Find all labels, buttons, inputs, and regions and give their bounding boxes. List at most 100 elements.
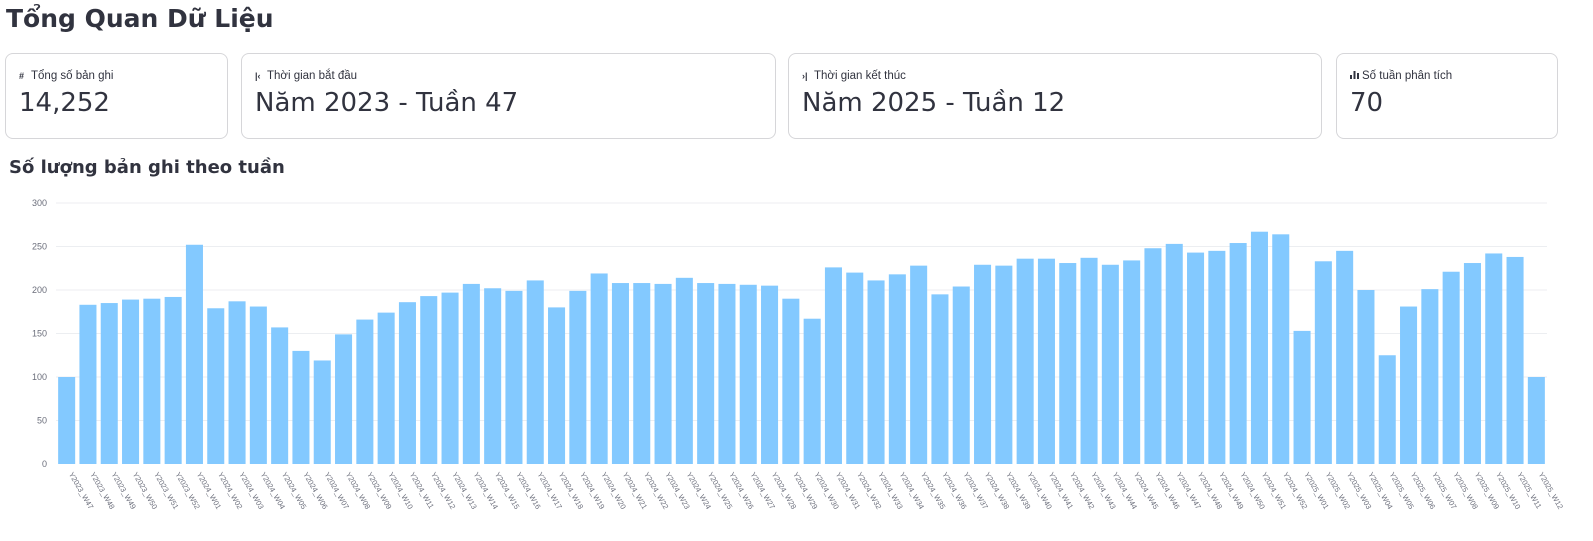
bar-Y2024_W11[interactable] — [398, 302, 416, 464]
bar-Y2024_W48[interactable] — [1187, 252, 1205, 464]
metric-label-end-time: ›| Thời gian kết thúc — [802, 70, 906, 82]
y-tick-label: 250 — [32, 242, 47, 252]
weekly-records-bar-chart: 050100150200250300Y2023_W47Y2023_W48Y202… — [32, 198, 1565, 511]
bar-Y2023_W50[interactable] — [122, 299, 140, 464]
metric-label-text: Thời gian kết thúc — [814, 70, 906, 82]
bar-Y2024_W15[interactable] — [484, 288, 502, 464]
bar-Y2024_W19[interactable] — [569, 290, 587, 464]
bar-Y2024_W23[interactable] — [654, 283, 672, 464]
bar-Y2025_W11[interactable] — [1506, 256, 1524, 464]
bar-Y2024_W03[interactable] — [228, 301, 246, 464]
bar-Y2024_W49[interactable] — [1208, 250, 1226, 464]
bar-Y2025_W12[interactable] — [1527, 377, 1545, 464]
bar-Y2024_W27[interactable] — [739, 284, 757, 464]
hash-icon: # — [19, 71, 25, 81]
bar-Y2024_W50[interactable] — [1229, 243, 1247, 464]
bar-Y2024_W25[interactable] — [697, 283, 715, 464]
bar-Y2024_W32[interactable] — [846, 272, 864, 464]
bar-Y2024_W14[interactable] — [462, 283, 480, 464]
bar-Y2025_W03[interactable] — [1336, 250, 1354, 464]
bar-Y2024_W16[interactable] — [505, 290, 523, 464]
bar-Y2024_W36[interactable] — [931, 294, 949, 464]
bar-Y2025_W02[interactable] — [1314, 261, 1332, 464]
y-tick-label: 200 — [32, 285, 47, 295]
bar-Y2024_W06[interactable] — [292, 350, 310, 464]
metric-value-start-time: Năm 2023 - Tuần 47 — [255, 88, 519, 118]
bar-Y2024_W07[interactable] — [313, 360, 331, 464]
bar-Y2024_W01[interactable] — [185, 244, 203, 464]
bar-Y2024_W39[interactable] — [995, 265, 1013, 464]
metric-label-text: Thời gian bắt đầu — [267, 70, 358, 82]
bar-Y2024_W13[interactable] — [441, 292, 459, 464]
bar-Y2024_W22[interactable] — [633, 283, 651, 464]
metric-label-start-time: |‹ Thời gian bắt đầu — [255, 70, 357, 82]
metric-card-total-records: # Tổng số bản ghi 14,252 — [5, 53, 228, 139]
bar-Y2024_W34[interactable] — [888, 274, 906, 464]
metric-value-weeks-analyzed: 70 — [1350, 88, 1384, 118]
bar-Y2025_W07[interactable] — [1421, 289, 1439, 464]
y-tick-label: 100 — [32, 372, 47, 382]
bar-Y2024_W46[interactable] — [1144, 248, 1162, 464]
metric-card-start-time: |‹ Thời gian bắt đầu Năm 2023 - Tuần 47 — [241, 53, 776, 139]
chart-title: Số lượng bản ghi theo tuần — [9, 157, 285, 178]
bar-Y2024_W04[interactable] — [249, 306, 267, 464]
bar-Y2023_W47[interactable] — [58, 377, 76, 464]
bar-Y2025_W08[interactable] — [1442, 271, 1460, 464]
bar-Y2024_W28[interactable] — [761, 285, 779, 464]
bar-Y2024_W41[interactable] — [1037, 258, 1055, 464]
metric-value-end-time: Năm 2025 - Tuần 12 — [802, 88, 1066, 118]
bar-Y2023_W51[interactable] — [143, 298, 161, 464]
bar-Y2024_W17[interactable] — [526, 280, 544, 464]
bar-Y2025_W01[interactable] — [1293, 330, 1311, 464]
bar-Y2024_W26[interactable] — [718, 283, 736, 464]
y-tick-label: 0 — [42, 459, 47, 469]
y-tick-label: 50 — [37, 416, 47, 426]
bar-Y2024_W09[interactable] — [356, 319, 374, 464]
bar-Y2025_W04[interactable] — [1357, 290, 1375, 464]
y-tick-label: 150 — [32, 329, 47, 339]
y-tick-label: 300 — [32, 198, 47, 208]
metric-card-weeks-analyzed: Số tuần phân tích 70 — [1336, 53, 1558, 139]
bar-Y2024_W45[interactable] — [1123, 260, 1141, 464]
bar-Y2024_W10[interactable] — [377, 312, 395, 464]
bar-Y2024_W47[interactable] — [1165, 243, 1183, 464]
bar-Y2025_W10[interactable] — [1485, 253, 1503, 464]
bar-Y2023_W49[interactable] — [100, 303, 118, 464]
bar-Y2023_W48[interactable] — [79, 304, 97, 464]
bar-Y2024_W33[interactable] — [867, 280, 885, 464]
skip-start-icon: |‹ — [255, 71, 261, 81]
bar-Y2024_W05[interactable] — [271, 327, 289, 464]
bar-Y2024_W08[interactable] — [335, 334, 353, 464]
metric-label-total-records: # Tổng số bản ghi — [19, 70, 113, 82]
skip-end-icon: ›| — [802, 71, 808, 81]
bar-Y2024_W35[interactable] — [910, 265, 928, 464]
page-title: Tổng Quan Dữ Liệu — [6, 4, 274, 33]
bar-Y2024_W30[interactable] — [803, 318, 821, 464]
bar-Y2024_W38[interactable] — [974, 264, 992, 464]
bar-Y2025_W06[interactable] — [1400, 306, 1418, 464]
bar-Y2024_W43[interactable] — [1080, 257, 1098, 464]
metric-card-end-time: ›| Thời gian kết thúc Năm 2025 - Tuần 12 — [788, 53, 1322, 139]
bar-Y2025_W09[interactable] — [1463, 263, 1481, 464]
bar-Y2024_W21[interactable] — [611, 283, 629, 464]
bar-Y2024_W42[interactable] — [1059, 263, 1077, 464]
metric-label-weeks-analyzed: Số tuần phân tích — [1350, 70, 1452, 82]
metric-value-total-records: 14,252 — [19, 88, 110, 118]
metric-label-text: Tổng số bản ghi — [31, 70, 114, 82]
bar-Y2024_W37[interactable] — [952, 286, 970, 464]
metric-label-text: Số tuần phân tích — [1362, 70, 1453, 82]
bar-Y2023_W52[interactable] — [164, 296, 182, 464]
bar-Y2025_W05[interactable] — [1378, 355, 1396, 464]
bar-chart-icon — [1350, 71, 1359, 81]
bar-Y2024_W44[interactable] — [1101, 264, 1119, 464]
bar-Y2024_W29[interactable] — [782, 298, 800, 464]
bar-Y2024_W20[interactable] — [590, 273, 608, 464]
bar-Y2024_W02[interactable] — [207, 308, 225, 464]
bar-Y2024_W52[interactable] — [1272, 234, 1290, 464]
bar-Y2024_W31[interactable] — [824, 267, 842, 464]
bar-Y2024_W18[interactable] — [548, 307, 566, 464]
bar-Y2024_W40[interactable] — [1016, 258, 1034, 464]
bar-Y2024_W51[interactable] — [1250, 231, 1268, 464]
bar-Y2024_W12[interactable] — [420, 296, 438, 464]
bar-Y2024_W24[interactable] — [675, 277, 693, 464]
